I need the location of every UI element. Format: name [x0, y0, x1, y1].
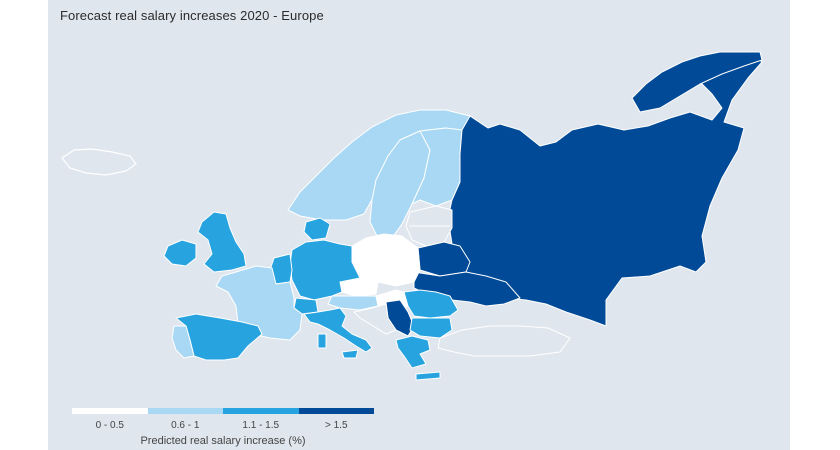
legend-label: 0 - 0.5: [95, 420, 124, 431]
legend-swatch: [72, 408, 148, 414]
region-portugal: [171, 325, 195, 359]
region-iceland: [61, 148, 137, 176]
legend-label: 0.6 - 1: [171, 420, 200, 431]
region-italy: [303, 307, 373, 353]
region-belarus: [417, 241, 471, 277]
legend: 0 - 0.5 0.6 - 1 1.1 - 1.5 > 1.5 Predicte…: [72, 408, 374, 447]
map-title: Forecast real salary increases 2020 - Eu…: [60, 8, 324, 23]
region-germany: [289, 239, 361, 301]
region-bulgaria: [409, 317, 453, 339]
region-balkans-west: [353, 303, 397, 335]
region-uk: [197, 211, 247, 273]
region-russia-island: [631, 51, 763, 113]
legend-swatch: [147, 408, 223, 414]
region-france: [215, 265, 303, 341]
legend-label: > 1.5: [324, 420, 348, 431]
legend-label: 1.1 - 1.5: [242, 420, 280, 431]
region-sardinia: [317, 333, 327, 349]
legend-title: Predicted real salary increase (%): [140, 435, 306, 447]
legend-labels: 0 - 0.5 0.6 - 1 1.1 - 1.5 > 1.5: [72, 420, 374, 431]
region-crete: [415, 371, 441, 381]
legend-swatch: [298, 408, 374, 414]
region-sicily: [341, 349, 359, 359]
region-turkey: [437, 325, 571, 357]
region-denmark: [303, 217, 331, 241]
region-romania: [403, 289, 459, 319]
legend-color-bar: [72, 408, 374, 414]
region-greece: [395, 335, 431, 369]
region-finland: [411, 127, 463, 207]
region-ireland: [163, 239, 197, 267]
region-austria: [327, 295, 379, 311]
legend-swatch: [223, 408, 299, 414]
